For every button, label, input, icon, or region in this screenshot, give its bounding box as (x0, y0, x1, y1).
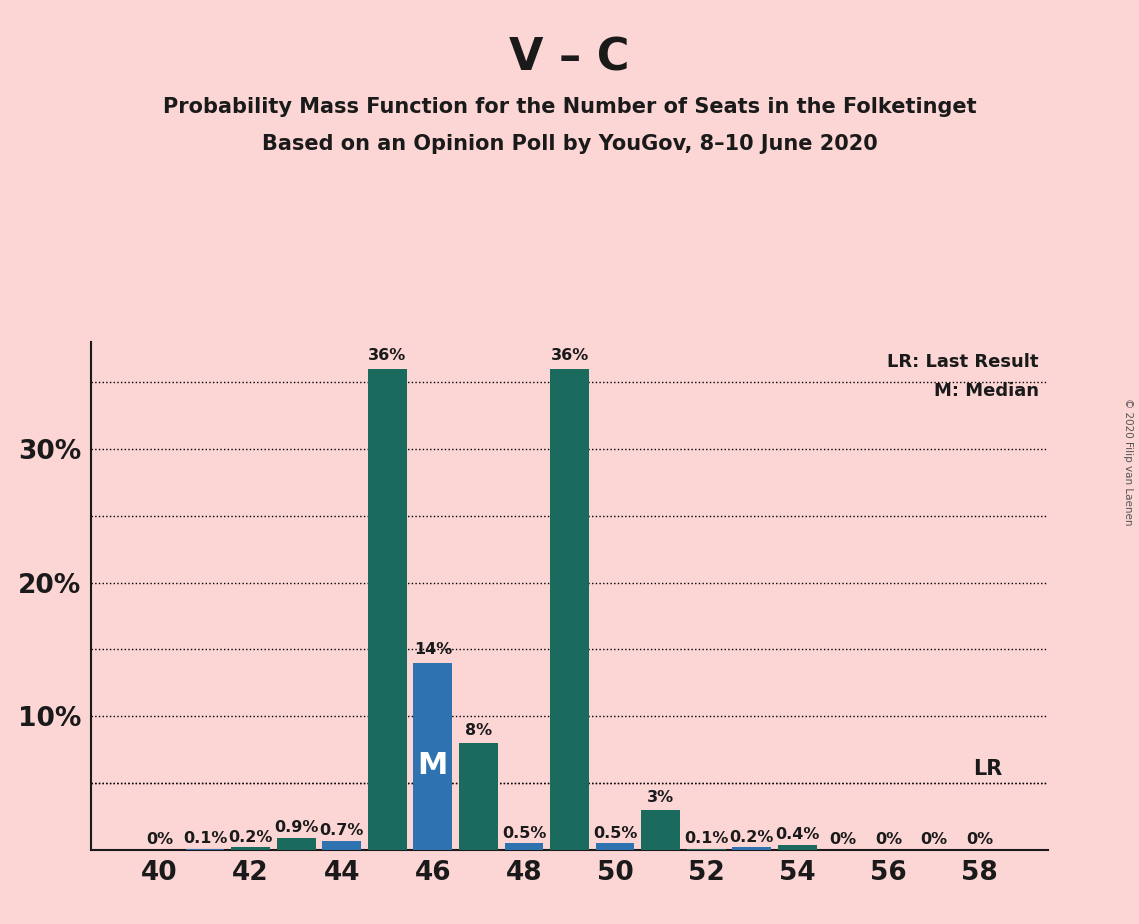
Text: 0.7%: 0.7% (320, 823, 363, 838)
Bar (641, 810, 680, 850)
Text: 0%: 0% (875, 833, 902, 847)
Text: M: Median: M: Median (934, 382, 1039, 400)
Text: 8%: 8% (465, 723, 492, 737)
Text: Based on an Opinion Poll by YouGov, 8–10 June 2020: Based on an Opinion Poll by YouGov, 8–10… (262, 134, 877, 154)
Bar (322, 841, 361, 850)
Text: 0.2%: 0.2% (229, 830, 272, 845)
Text: 0.5%: 0.5% (593, 826, 637, 841)
Text: Probability Mass Function for the Number of Seats in the Folketinget: Probability Mass Function for the Number… (163, 97, 976, 117)
Bar (368, 369, 407, 850)
Bar (505, 844, 543, 850)
Text: 0%: 0% (146, 833, 173, 847)
Bar (550, 369, 589, 850)
Bar (459, 743, 498, 850)
Text: V – C: V – C (509, 37, 630, 80)
Text: 0.1%: 0.1% (183, 831, 227, 846)
Bar (277, 838, 316, 850)
Bar (687, 849, 726, 850)
Bar (596, 844, 634, 850)
Text: 14%: 14% (413, 642, 452, 658)
Text: 0.1%: 0.1% (685, 831, 728, 846)
Text: 0%: 0% (829, 833, 857, 847)
Text: 36%: 36% (368, 348, 407, 363)
Text: 0%: 0% (966, 833, 993, 847)
Text: LR: Last Result: LR: Last Result (887, 353, 1039, 371)
Text: M: M (418, 751, 448, 781)
Bar (732, 847, 771, 850)
Bar (231, 847, 270, 850)
Bar (186, 849, 224, 850)
Text: 0.2%: 0.2% (730, 830, 773, 845)
Text: © 2020 Filip van Laenen: © 2020 Filip van Laenen (1123, 398, 1133, 526)
Bar (778, 845, 817, 850)
Text: 3%: 3% (647, 790, 674, 805)
Text: 0%: 0% (920, 833, 948, 847)
Text: LR: LR (973, 760, 1002, 779)
Text: 0.4%: 0.4% (776, 827, 819, 842)
Text: 0.9%: 0.9% (274, 821, 318, 835)
Text: 0.5%: 0.5% (502, 826, 546, 841)
Bar (413, 663, 452, 850)
Text: 36%: 36% (550, 348, 589, 363)
